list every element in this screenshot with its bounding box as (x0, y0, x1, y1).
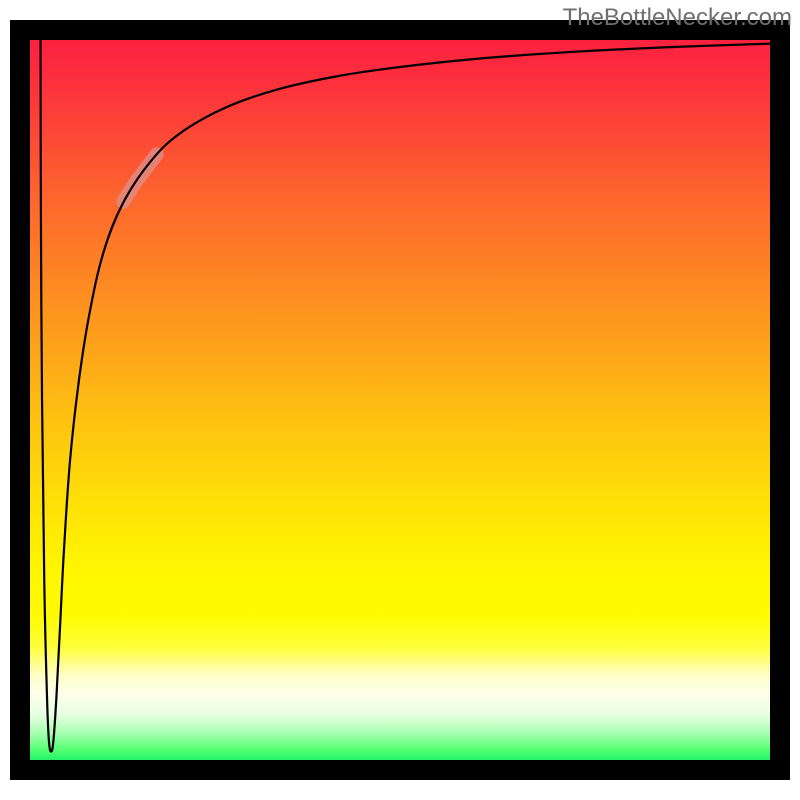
chart-container: TheBottleNecker.com (0, 0, 800, 800)
bottleneck-chart (0, 0, 800, 800)
watermark-label: TheBottleNecker.com (563, 4, 792, 32)
plot-background (20, 30, 780, 770)
